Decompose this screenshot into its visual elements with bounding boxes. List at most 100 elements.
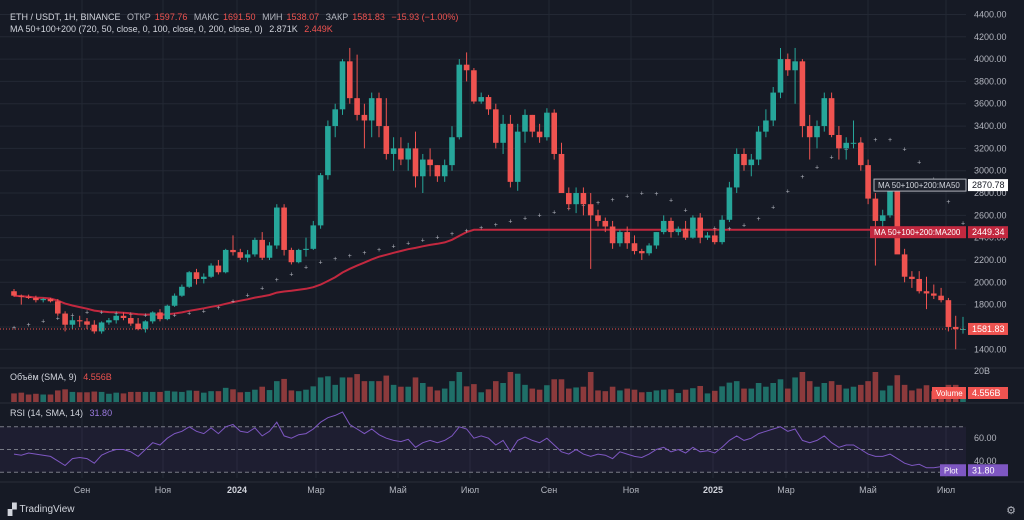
- volume-bar: [668, 389, 674, 402]
- candle-body: [259, 239, 265, 258]
- rsi-tick-label: 40.00: [974, 456, 997, 466]
- candle-body: [945, 300, 952, 327]
- volume-bar: [149, 391, 156, 402]
- price-tick-label: 2000.00: [974, 277, 1007, 287]
- volume-bar: [573, 387, 579, 402]
- candle-body: [828, 98, 835, 135]
- volume-bar: [529, 388, 536, 402]
- ma50-marker: +: [654, 191, 658, 198]
- volume-bar: [193, 390, 200, 402]
- candle-body: [887, 188, 893, 216]
- candle-body: [11, 291, 17, 296]
- last-price-tag-box: [968, 322, 1008, 335]
- candle-body: [858, 142, 864, 166]
- volume-bar: [609, 386, 616, 402]
- candle-body: [317, 175, 324, 226]
- change-value: −15.93 (−1.00%): [391, 12, 459, 22]
- volume-bar: [850, 386, 857, 402]
- ma50-marker: +: [246, 293, 250, 300]
- volume-bar: [113, 392, 119, 402]
- volume-bar: [398, 386, 404, 402]
- volume-bar: [18, 392, 25, 402]
- volume-bar: [777, 379, 784, 402]
- time-tick-label: Сен: [541, 485, 558, 495]
- volume-bar: [266, 390, 273, 402]
- volume-bar: [580, 386, 587, 402]
- time-tick-label: Мар: [307, 485, 325, 495]
- gear-icon[interactable]: ⚙: [1006, 505, 1016, 517]
- symbol-title[interactable]: ETH / USDT, 1H, BINANCE: [10, 12, 121, 22]
- ma50-marker: +: [319, 259, 323, 266]
- candle-body: [222, 249, 229, 273]
- ma50-marker: +: [348, 253, 352, 260]
- volume-bar: [33, 393, 39, 402]
- candle-body: [91, 324, 98, 332]
- time-tick-label: Сен: [74, 485, 91, 495]
- ma50-marker: +: [888, 137, 892, 144]
- volume-bar: [25, 394, 32, 402]
- candle-body: [850, 142, 857, 144]
- candle-body: [179, 286, 185, 296]
- candle-body: [361, 114, 368, 121]
- candle-body: [237, 252, 244, 258]
- tradingview-logo[interactable]: ▞ TradingView: [8, 503, 75, 516]
- volume-bar: [558, 379, 565, 402]
- price-tick-label: 4000.00: [974, 54, 1007, 64]
- time-tick-label: 2025: [703, 485, 723, 495]
- ma50-marker: +: [946, 199, 950, 206]
- candle-body: [449, 137, 455, 166]
- candle-body: [106, 320, 112, 323]
- ma50-tag-box: [968, 179, 1008, 192]
- volume-bar: [879, 390, 886, 402]
- candle-body: [682, 228, 689, 238]
- candle-body: [660, 220, 667, 233]
- ma50-marker: +: [202, 309, 206, 316]
- symbol-legend: ETH / USDT, 1H, BINANCE ОТКР 1597.76 МАКС…: [10, 11, 462, 23]
- ma-legend[interactable]: MA 50+100+200 (720, 50, close, 0, 100, c…: [10, 23, 337, 35]
- volume-bar: [587, 372, 594, 402]
- price-tick-label: 2600.00: [974, 210, 1007, 220]
- ma50-marker: +: [771, 204, 775, 211]
- volume-bar: [252, 389, 258, 402]
- candle-body: [573, 193, 579, 205]
- volume-bar: [368, 381, 375, 402]
- volume-bar: [719, 386, 725, 402]
- ma50-marker: +: [435, 234, 439, 241]
- candle-body: [55, 301, 61, 314]
- volume-tag-value: 4.556B: [972, 388, 1001, 398]
- rsi-legend[interactable]: RSI (14, SMA, 14) 31.80: [10, 407, 116, 419]
- candle-body: [230, 249, 236, 253]
- volume-bar: [507, 372, 514, 402]
- candle-body: [777, 59, 784, 93]
- volume-legend[interactable]: Объём (SMA, 9) 4.556B: [10, 371, 116, 383]
- price-tick-label: 1400.00: [974, 344, 1007, 354]
- brand-name: TradingView: [19, 504, 75, 515]
- ma50-marker: +: [815, 164, 819, 171]
- ma50-marker: +: [333, 256, 337, 263]
- candle-body: [76, 320, 83, 322]
- volume-bar: [62, 389, 68, 402]
- volume-bar: [11, 393, 17, 402]
- volume-bar: [47, 394, 54, 402]
- candle-body: [266, 245, 273, 258]
- volume-bar: [441, 388, 448, 402]
- candle-body: [814, 126, 820, 138]
- candle-body: [434, 165, 441, 177]
- low-label: МИН: [262, 12, 283, 22]
- volume-bar: [376, 381, 382, 402]
- ma200-value: 2.449K: [304, 24, 333, 34]
- close-label: ЗАКР: [325, 12, 349, 22]
- candle-body: [405, 148, 411, 160]
- candle-body: [865, 165, 871, 199]
- volume-bar: [602, 391, 609, 402]
- volume-bar: [595, 390, 601, 402]
- rsi-label: RSI (14, SMA, 14): [10, 408, 84, 418]
- rsi-tag-label: Plot: [944, 466, 959, 475]
- tradingview-logo-icon: ▞: [8, 504, 17, 516]
- volume-bar: [361, 381, 368, 402]
- ma50-marker: +: [377, 247, 381, 254]
- ma200-line: [13, 228, 963, 316]
- volume-bar: [566, 388, 572, 402]
- candle-body: [332, 109, 338, 127]
